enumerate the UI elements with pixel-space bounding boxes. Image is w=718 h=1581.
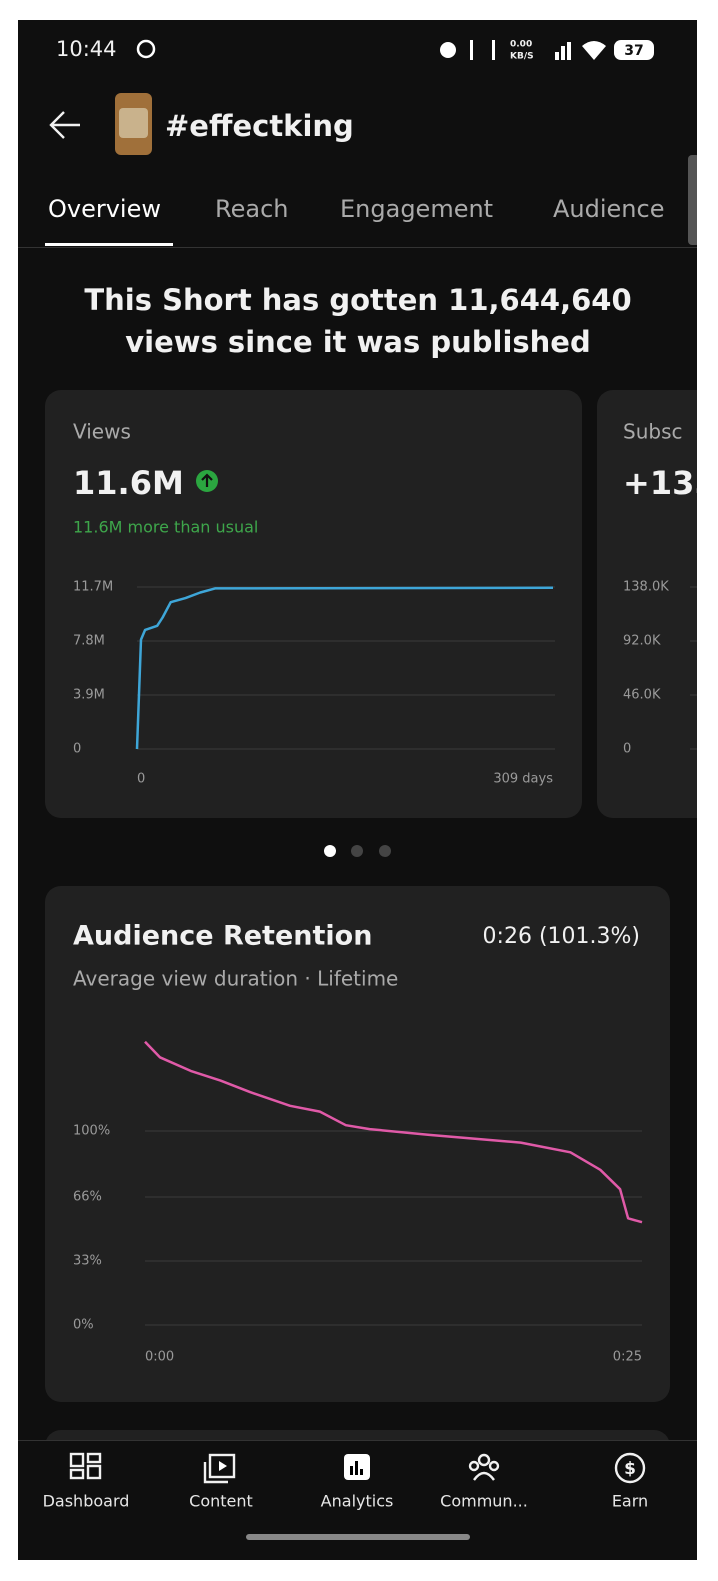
nav-divider — [18, 1440, 697, 1441]
nav-icons — [69, 1452, 646, 1484]
screen: 10:44 0.00 KB/S 37 #effectking This Shor… — [18, 20, 697, 1560]
tab[interactable]: Audience — [553, 195, 664, 223]
y-tick-label: 92.0K — [623, 634, 661, 649]
nav-label[interactable]: Dashboard — [43, 1492, 130, 1511]
headline: views since it was published — [125, 325, 590, 359]
views-card[interactable] — [45, 390, 582, 818]
card-label: Subsc — [623, 420, 682, 444]
tab[interactable]: Overview — [48, 195, 161, 223]
status-icon — [136, 39, 156, 59]
status-time: 10:44 — [56, 37, 117, 61]
header-title: #effectking — [165, 109, 354, 143]
y-tick-label: 0 — [73, 742, 81, 757]
y-tick-label: 0% — [73, 1318, 94, 1333]
card-label: Views — [73, 420, 131, 444]
y-tick-label: 7.8M — [73, 634, 105, 649]
y-tick-label: 138.0K — [623, 580, 669, 595]
nav-label[interactable]: Analytics — [321, 1492, 394, 1511]
x-tick-label: 0 — [137, 772, 145, 787]
y-tick-label: 66% — [73, 1189, 102, 1204]
y-tick-label: 100% — [73, 1124, 110, 1139]
earn-symbol: $ — [624, 1459, 636, 1479]
net-unit: KB/S — [510, 52, 534, 62]
tab[interactable]: Engagement — [340, 195, 493, 223]
nav-label[interactable]: Earn — [612, 1492, 648, 1511]
pager-dot[interactable] — [324, 845, 336, 857]
data-line — [144, 1040, 643, 1224]
headline: This Short has gotten 11,644,640 — [84, 283, 631, 317]
y-tick-label: 3.9M — [73, 688, 105, 703]
trend-arrow — [201, 473, 213, 487]
y-tick-label: 11.7M — [73, 580, 113, 595]
subscribers-card[interactable] — [597, 390, 697, 818]
y-tick-label: 33% — [73, 1253, 102, 1268]
net-speed: 0.00 — [510, 40, 532, 50]
y-tick-label: 0 — [623, 742, 631, 757]
card-note: 11.6M more than usual — [73, 518, 258, 537]
nav-label[interactable]: Commun... — [440, 1492, 528, 1511]
data-line — [135, 586, 554, 750]
battery: 37 — [624, 43, 643, 59]
x-tick-label: 0:00 — [145, 1350, 174, 1365]
x-tick-label: 309 days — [493, 772, 553, 787]
retention-title: Audience Retention — [73, 921, 372, 952]
tab-divider — [18, 247, 697, 248]
x-tick-label: 0:25 — [613, 1350, 642, 1365]
card-value: 11.6M — [73, 464, 184, 502]
tab-indicator — [45, 243, 173, 246]
tab-scroll — [688, 155, 697, 245]
card-value: +135 — [623, 464, 697, 502]
retention-card[interactable] — [45, 886, 670, 1402]
pager-dot[interactable] — [351, 845, 363, 857]
retention-value: 0:26 (101.3%) — [483, 924, 640, 949]
tab[interactable]: Reach — [215, 195, 288, 223]
retention-subtitle: Average view duration · Lifetime — [73, 967, 398, 991]
app: 10:44 0.00 KB/S 37 #effectking This Shor… — [18, 37, 697, 1560]
home-indicator — [246, 1534, 470, 1540]
status-icons — [440, 40, 654, 60]
y-tick-label: 46.0K — [623, 688, 661, 703]
back-button[interactable] — [49, 111, 80, 139]
nav-label[interactable]: Content — [189, 1492, 253, 1511]
pager-dot[interactable] — [379, 845, 391, 857]
thumbnail-detail — [119, 108, 148, 138]
